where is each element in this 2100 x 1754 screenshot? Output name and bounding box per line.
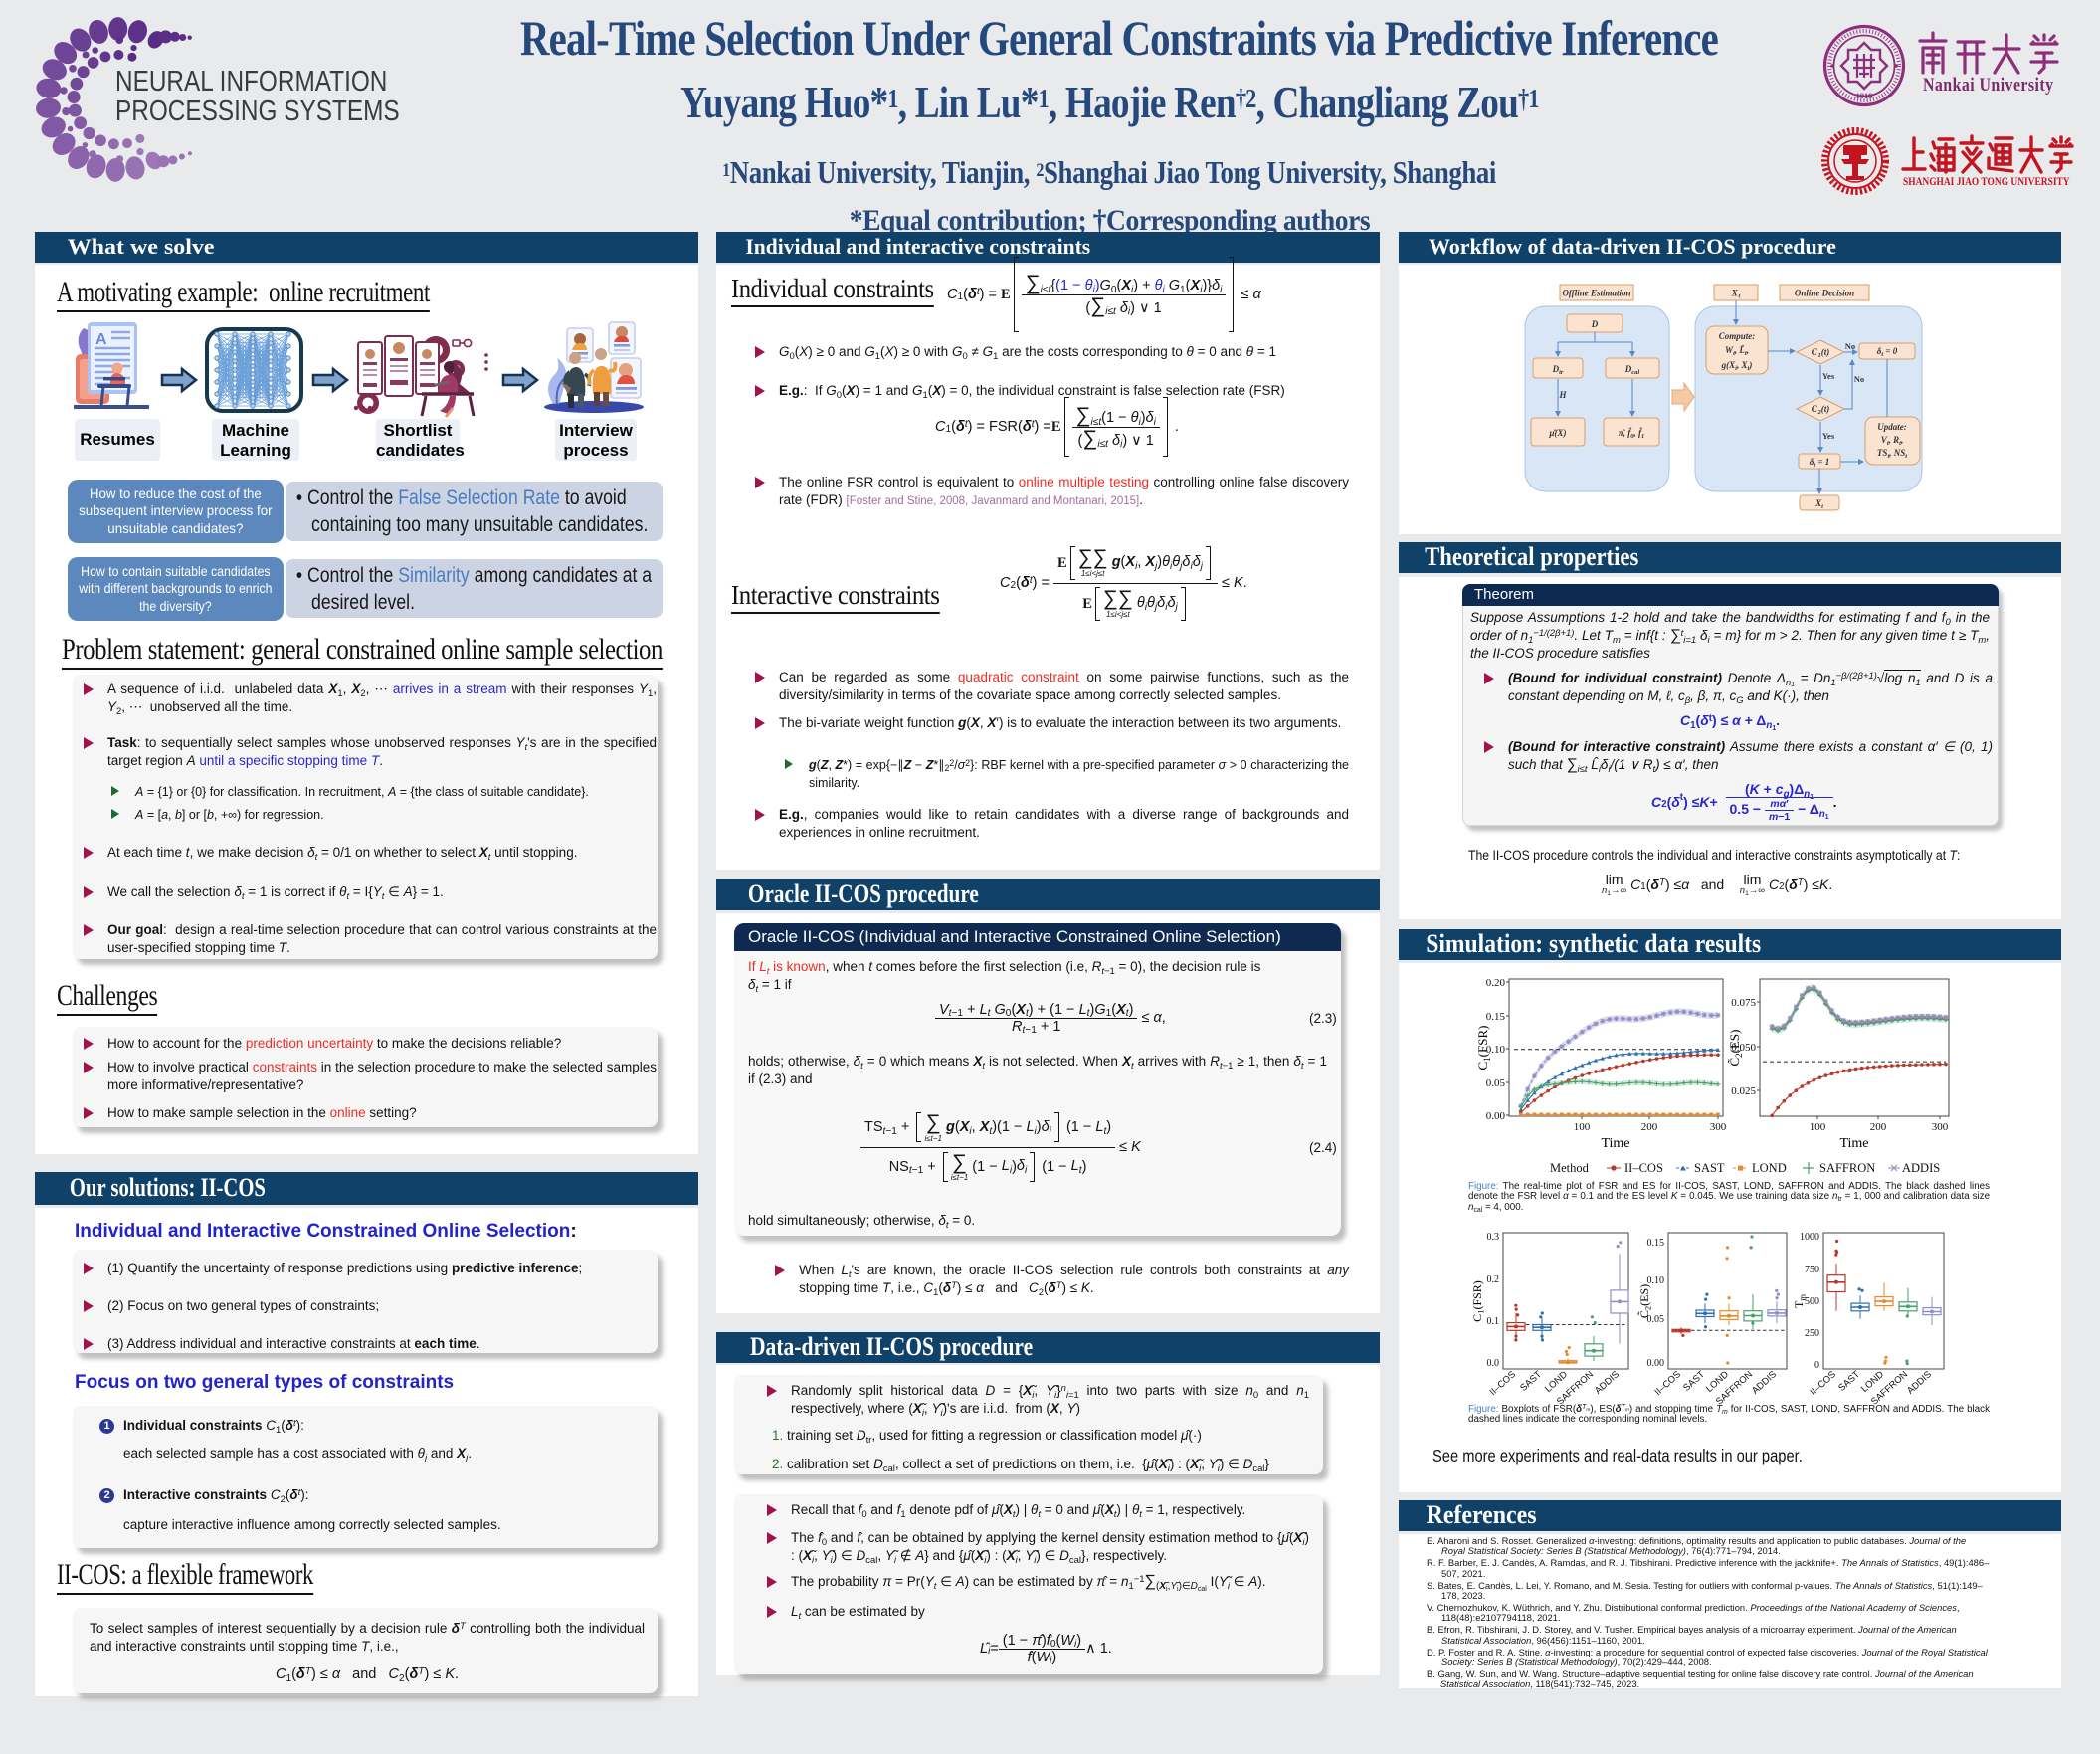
svg-text:0.3: 0.3 (1487, 1232, 1500, 1243)
svg-text:0.05: 0.05 (1647, 1314, 1665, 1325)
svg-text:Wt, L̂t,: Wt, L̂t, (1725, 345, 1749, 357)
svg-text:0.15: 0.15 (1647, 1238, 1665, 1249)
svg-text:0: 0 (1814, 1360, 1819, 1371)
svg-text:0.00: 0.00 (1647, 1358, 1665, 1369)
svg-text:ADDIS: ADDIS (1905, 1369, 1934, 1397)
svg-text:Yes: Yes (1822, 431, 1835, 441)
svg-text:Vt, Rt,: Vt, Rt, (1881, 435, 1903, 447)
svg-text:ADDIS: ADDIS (1750, 1369, 1779, 1397)
svg-text:II–COS: II–COS (1624, 1161, 1663, 1175)
svg-text:Tm: Tm (1792, 1294, 1808, 1308)
svg-text:A: A (95, 331, 107, 348)
svg-text:300: 300 (1710, 1121, 1727, 1133)
svg-text:200: 200 (1870, 1121, 1887, 1133)
svg-text:Online Decision: Online Decision (1795, 289, 1854, 298)
svg-text:Time: Time (1839, 1136, 1868, 1151)
svg-text:ADDIS: ADDIS (1593, 1369, 1622, 1397)
svg-text:Compute:: Compute: (1719, 331, 1756, 341)
svg-text:Offline Estimation: Offline Estimation (1562, 289, 1630, 298)
svg-text:1919: 1919 (1856, 91, 1873, 100)
svg-text:g(Xi, Xt): g(Xi, Xt) (1721, 360, 1753, 372)
svg-text:C1(FSR): C1(FSR) (1475, 1026, 1492, 1071)
svg-text:LOND: LOND (1752, 1161, 1787, 1175)
svg-text:Time: Time (1601, 1136, 1629, 1151)
svg-text:H: H (1558, 390, 1567, 400)
svg-text:Update:: Update: (1877, 422, 1907, 432)
svg-text:100: 100 (1574, 1121, 1591, 1133)
svg-text:μ̂(X): μ̂(X) (1548, 428, 1566, 438)
svg-text:0.00: 0.00 (1486, 1110, 1506, 1122)
svg-text:250: 250 (1805, 1328, 1819, 1339)
svg-text:Method: Method (1550, 1161, 1590, 1175)
svg-text:SAST: SAST (1681, 1369, 1707, 1394)
svg-text:X t: X t (1731, 289, 1741, 300)
svg-text:100: 100 (1810, 1121, 1826, 1133)
svg-text:II–COS: II–COS (1652, 1369, 1683, 1398)
svg-text:0.1: 0.1 (1487, 1316, 1500, 1327)
svg-text:C̃2(ES): C̃2(ES) (1637, 1284, 1653, 1318)
svg-text:0.10: 0.10 (1647, 1275, 1665, 1286)
svg-text:II–COS: II–COS (1808, 1369, 1838, 1398)
svg-text:SAST: SAST (1694, 1161, 1725, 1175)
svg-text:C1(FSR): C1(FSR) (1470, 1280, 1486, 1322)
svg-text:D: D (1591, 319, 1599, 329)
svg-text:0.2: 0.2 (1487, 1274, 1500, 1285)
svg-text:0.050: 0.050 (1731, 1042, 1756, 1054)
svg-text:1000: 1000 (1800, 1232, 1819, 1243)
svg-text:Xt: Xt (1814, 498, 1823, 510)
svg-text:C 1(t): C 1(t) (1812, 347, 1830, 359)
svg-text:TSt, NSt: TSt, NSt (1877, 448, 1907, 460)
svg-text:π̂, f̂0, f̂1: π̂, f̂0, f̂1 (1619, 427, 1644, 440)
svg-text:500: 500 (1805, 1296, 1819, 1307)
svg-text:0.20: 0.20 (1486, 977, 1506, 989)
svg-text:No: No (1845, 341, 1855, 351)
svg-text:300: 300 (1932, 1121, 1949, 1133)
svg-text:No: No (1854, 374, 1864, 384)
svg-text:Yes: Yes (1822, 371, 1835, 381)
svg-text:SAST: SAST (1518, 1369, 1544, 1394)
svg-text:SAFFRON: SAFFRON (1819, 1161, 1875, 1175)
svg-text:0.15: 0.15 (1486, 1011, 1506, 1023)
svg-text:ADDIS: ADDIS (1902, 1161, 1940, 1175)
svg-text:0.075: 0.075 (1731, 997, 1756, 1009)
svg-text:C̃2(ES): C̃2(ES) (1727, 1029, 1744, 1066)
svg-text:0.10: 0.10 (1486, 1044, 1506, 1056)
svg-text:750: 750 (1805, 1265, 1819, 1275)
svg-text:0.025: 0.025 (1731, 1085, 1756, 1097)
svg-text:II–COS: II–COS (1487, 1369, 1518, 1398)
svg-text:0.05: 0.05 (1486, 1077, 1506, 1089)
svg-text:0.0: 0.0 (1487, 1358, 1500, 1369)
svg-text:200: 200 (1641, 1121, 1658, 1133)
svg-text:C 2(t): C 2(t) (1812, 404, 1830, 416)
svg-text:SAST: SAST (1836, 1369, 1862, 1394)
